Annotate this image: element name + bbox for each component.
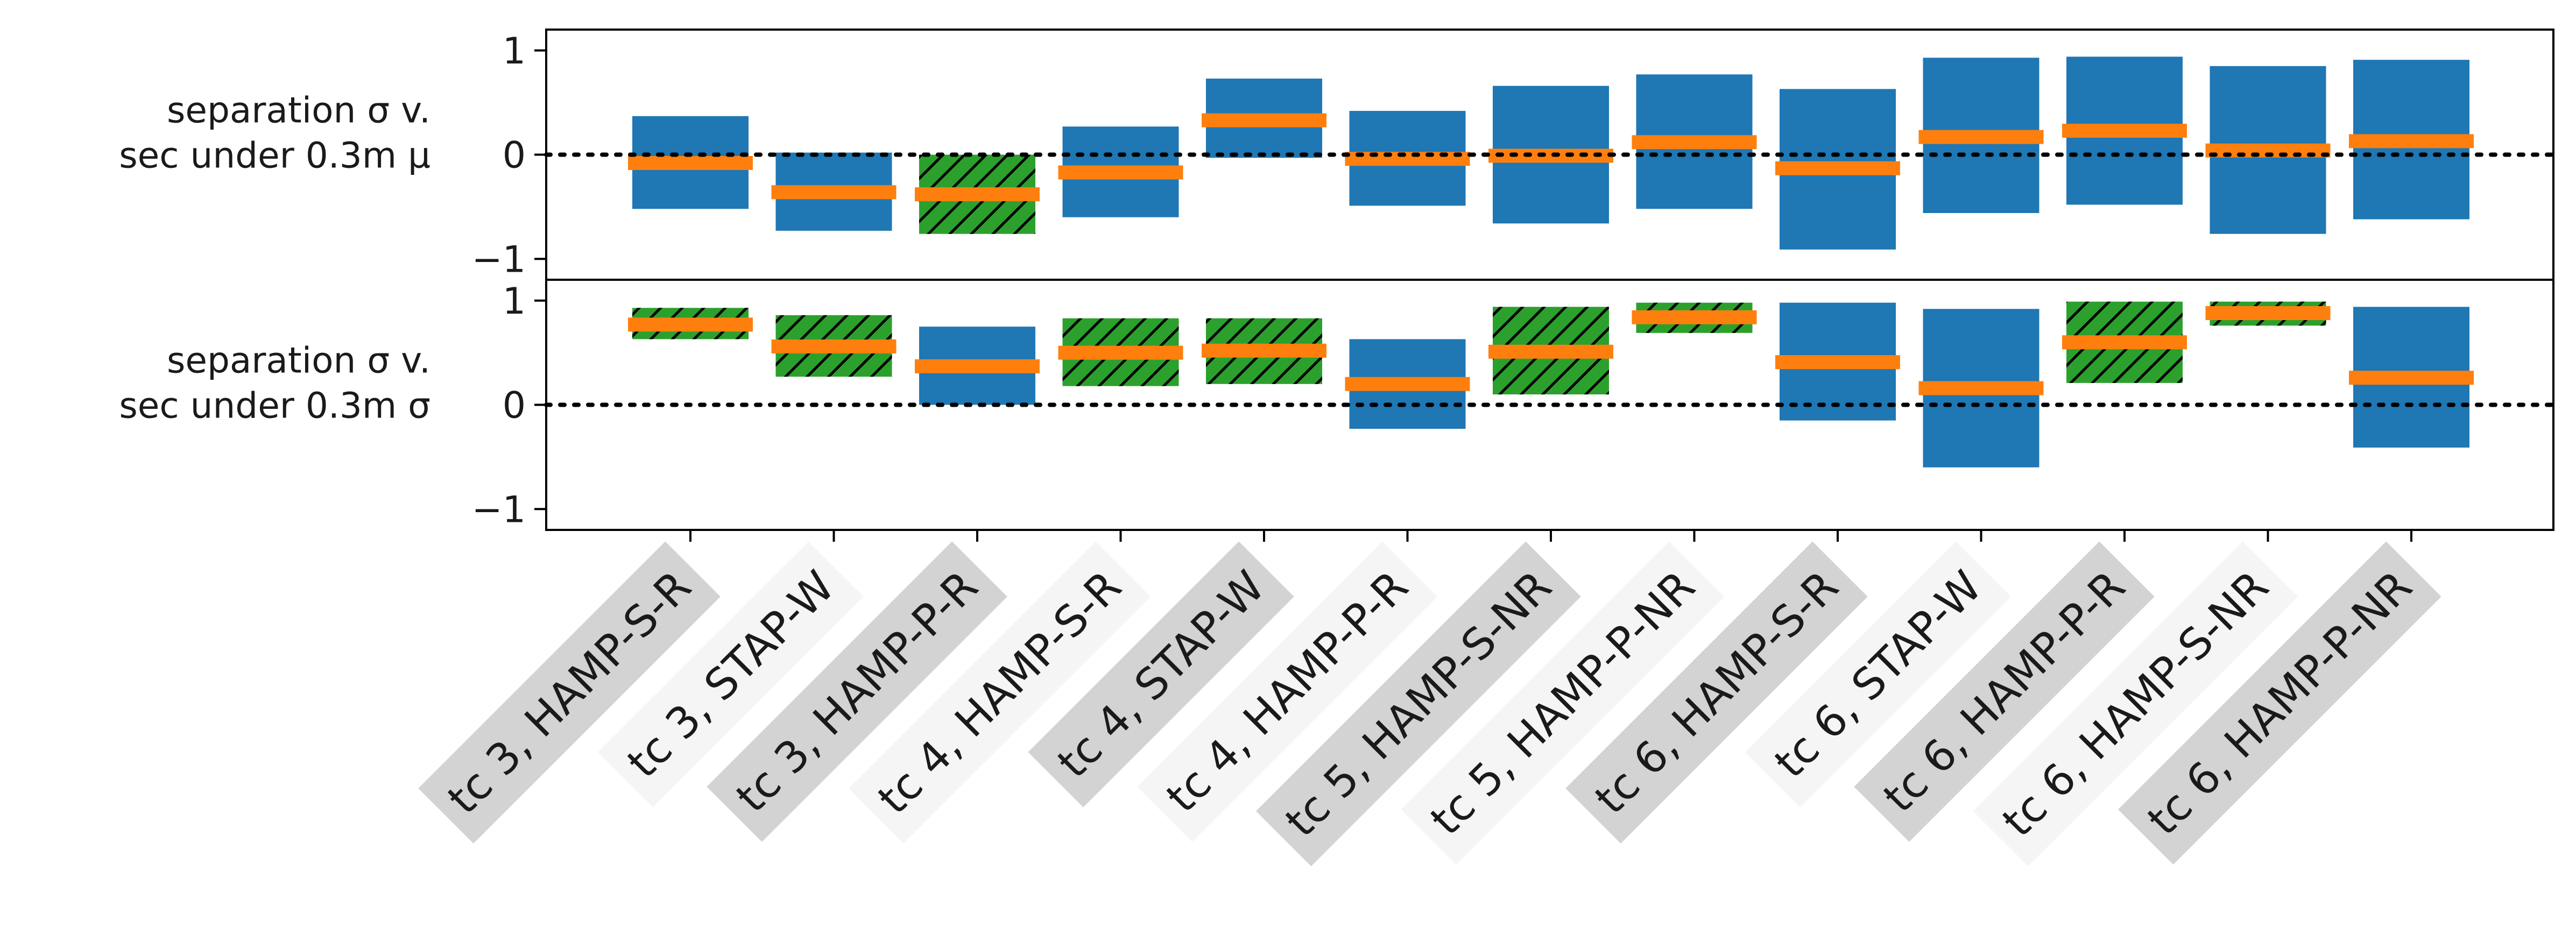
y-tick-label: 1 — [503, 30, 526, 73]
top-panel: −1 0 1 separation σ v.sec under 0.3m μ — [119, 29, 2556, 281]
y-axis-label: separation σ v. — [167, 90, 430, 131]
category-label-background — [848, 541, 1151, 844]
category-label-background — [1973, 541, 2298, 867]
y-tick-label: 1 — [503, 280, 526, 323]
category-labels: tc 3, HAMP-S-Rtc 3, STAP-Wtc 3, HAMP-P-R… — [418, 530, 2441, 867]
y-axis-label: sec under 0.3m μ — [119, 135, 430, 176]
y-tick-label: 0 — [503, 134, 526, 177]
y-axis-label: sec under 0.3m σ — [119, 385, 430, 427]
y-tick-label: 0 — [503, 385, 526, 427]
category-label-background — [418, 541, 721, 844]
category-label-background — [1137, 541, 1438, 842]
category-label-background — [707, 541, 1007, 842]
category-label-background — [1745, 541, 2012, 808]
category-label-background — [1401, 541, 1725, 865]
category-label-background — [598, 541, 864, 808]
bottom-panel: −1 0 1 separation σ v.sec under 0.3m σ — [119, 279, 2556, 531]
category-label-background — [1565, 541, 1868, 844]
y-axis-label: separation σ v. — [167, 340, 430, 381]
category-label-background — [1028, 541, 1294, 808]
category-label-background — [1255, 541, 1581, 867]
y-tick-label: −1 — [472, 488, 526, 531]
category-label-background — [2118, 541, 2441, 865]
category-label-background — [1854, 541, 2155, 842]
y-tick-label: −1 — [472, 238, 526, 281]
